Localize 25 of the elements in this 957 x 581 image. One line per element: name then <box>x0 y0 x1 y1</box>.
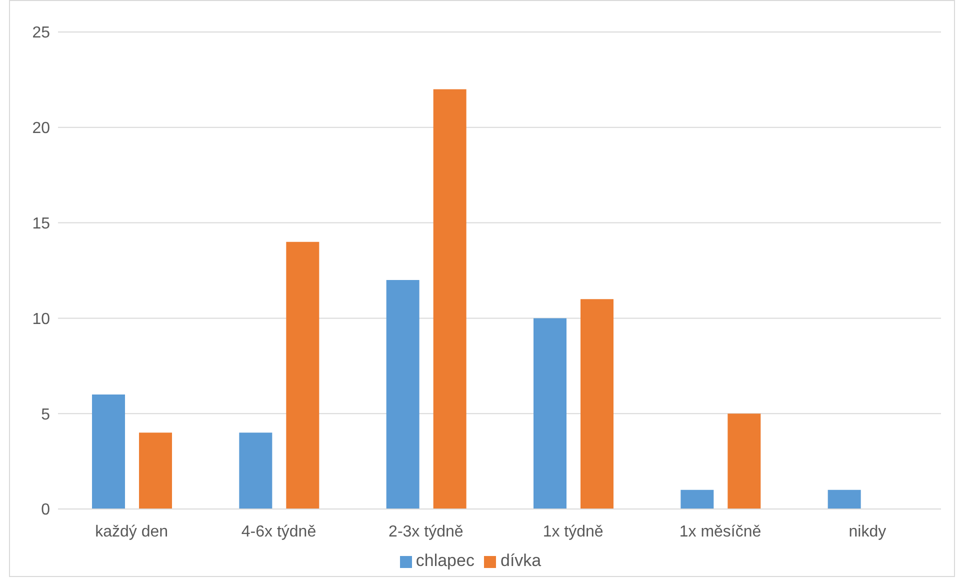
bar <box>680 490 714 509</box>
x-tick-label: 1x měsíčně <box>679 523 762 540</box>
x-tick-label: nikdy <box>848 523 886 540</box>
bar <box>580 299 614 509</box>
y-tick-label: 20 <box>32 120 50 138</box>
y-tick-label: 5 <box>41 406 50 424</box>
x-tick-label: 2-3x týdně <box>388 523 464 540</box>
legend-label: dívka <box>500 551 542 570</box>
bar <box>92 394 125 509</box>
x-tick-label: 4-6x týdně <box>241 523 316 540</box>
bar <box>828 490 861 509</box>
bar <box>386 280 420 509</box>
bar <box>286 242 320 509</box>
legend-label: chlapec <box>416 551 474 570</box>
y-tick-label: 25 <box>32 24 50 42</box>
x-tick-label: 1x týdně <box>542 523 604 540</box>
bar <box>433 89 466 509</box>
bar <box>728 414 761 509</box>
x-tick-label: každý den <box>95 523 168 540</box>
y-tick-label: 0 <box>41 502 50 519</box>
bar <box>139 432 172 509</box>
bar <box>239 432 272 509</box>
bar <box>534 318 566 509</box>
y-tick-label: 15 <box>32 215 50 232</box>
y-tick-label: 10 <box>32 310 50 328</box>
